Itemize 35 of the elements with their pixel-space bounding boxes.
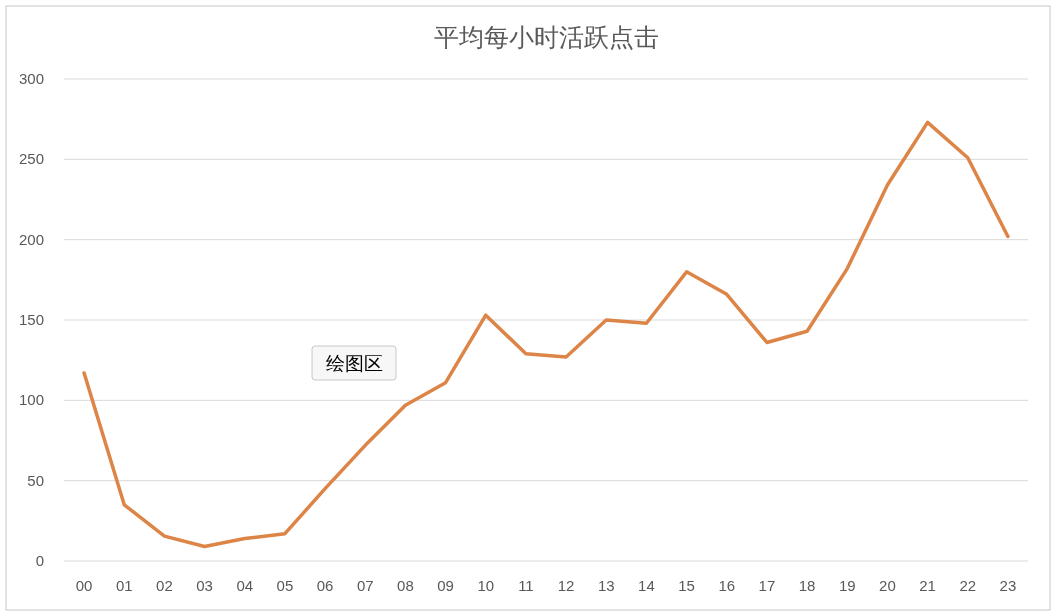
chart-title: 平均每小时活跃点击 <box>433 23 659 51</box>
y-tick-label: 250 <box>18 150 44 168</box>
x-tick-label: 04 <box>236 577 254 594</box>
x-tick-label: 12 <box>557 577 575 594</box>
x-tick-label: 00 <box>75 577 93 594</box>
x-tick-label: 02 <box>156 577 173 594</box>
x-tick-label: 11 <box>518 577 534 594</box>
line-series <box>82 120 1010 549</box>
x-tick-label: 15 <box>678 577 695 594</box>
x-tick-label: 07 <box>356 577 374 594</box>
x-tick-label: 21 <box>919 577 936 594</box>
x-tick-label: 22 <box>959 577 977 594</box>
x-tick-label: 23 <box>999 577 1017 594</box>
x-tick-label: 08 <box>397 577 414 594</box>
y-tick-label: 50 <box>27 471 44 489</box>
x-tick-label: 01 <box>115 577 133 594</box>
annotation: 绘图区 <box>325 353 383 374</box>
y-tick-label: 0 <box>35 552 44 569</box>
x-tick-label: 18 <box>798 577 816 594</box>
x-tick-label: 20 <box>879 577 896 594</box>
y-tick-label: 150 <box>18 311 44 328</box>
x-tick-label: 03 <box>196 577 213 594</box>
y-tick-label: 200 <box>18 230 44 248</box>
x-tick-label: 09 <box>437 577 454 594</box>
tooltip: 绘图区 <box>311 345 397 381</box>
x-tick-label: 14 <box>638 577 655 594</box>
x-tick-label: 10 <box>477 577 495 594</box>
x-tick-label: 19 <box>838 577 856 594</box>
x-tick-label: 13 <box>597 577 615 594</box>
y-tick-label: 100 <box>18 391 44 409</box>
x-tick-label: 05 <box>276 577 294 594</box>
x-tick-label: 16 <box>718 577 736 594</box>
y-tick-label: 300 <box>18 70 44 87</box>
x-tick-label: 06 <box>316 577 334 594</box>
x-tick-label: 17 <box>758 577 776 594</box>
